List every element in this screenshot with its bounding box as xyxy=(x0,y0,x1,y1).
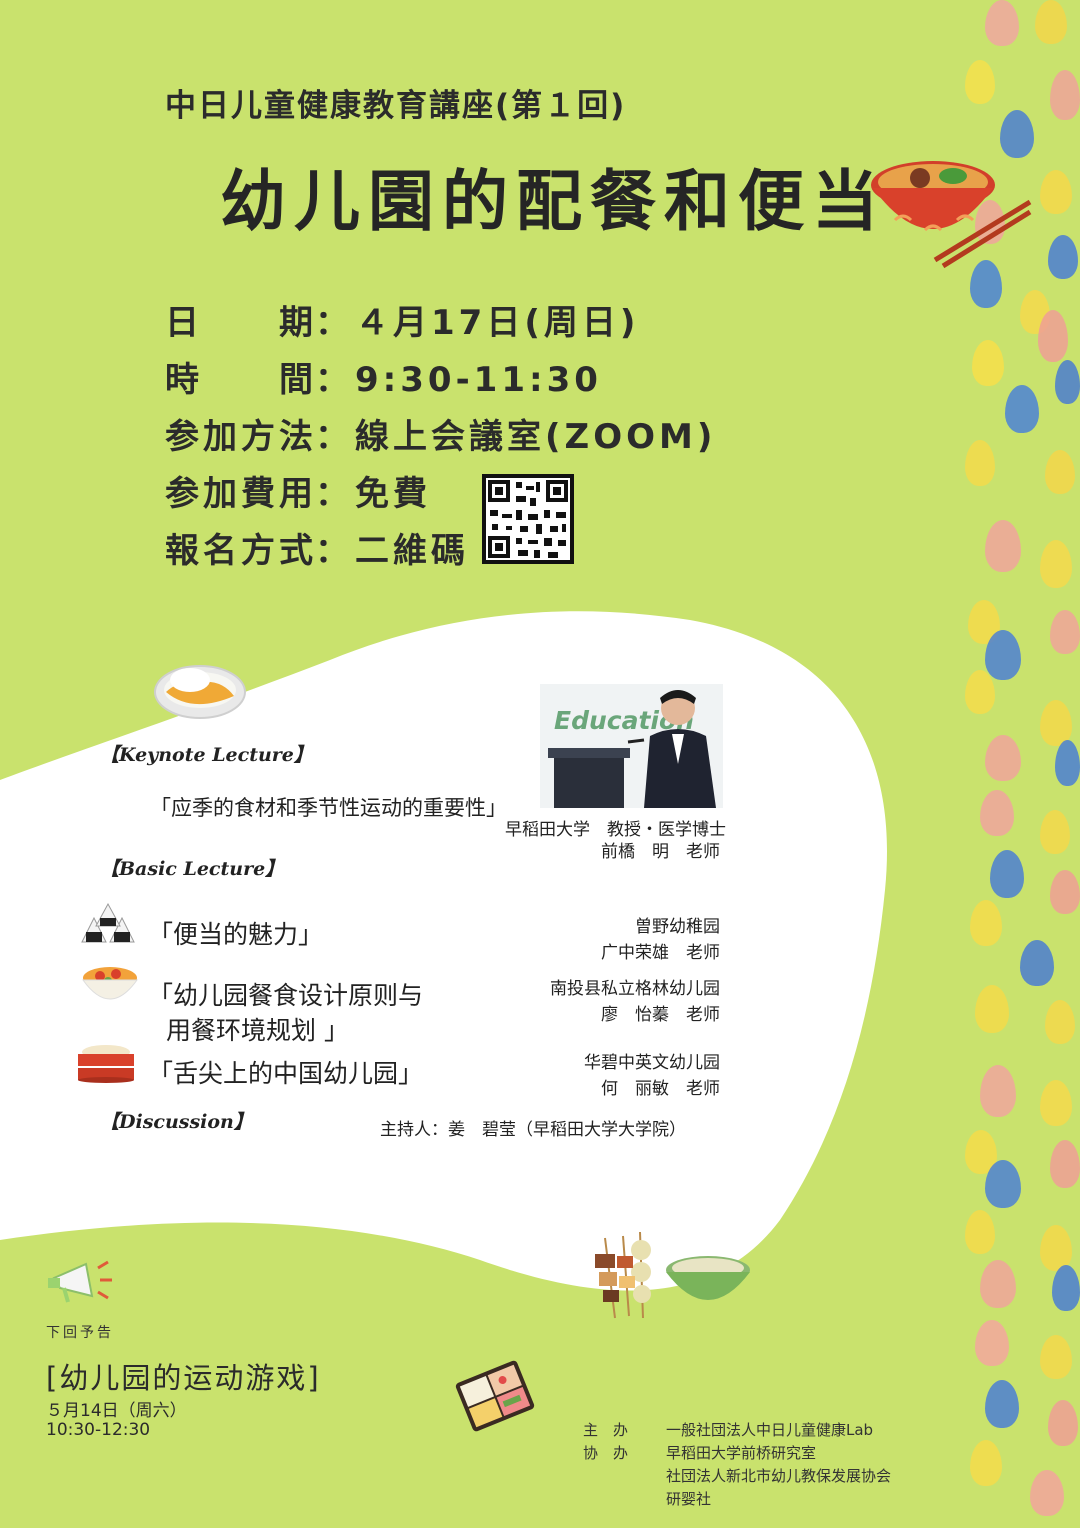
info-register-value: 二維碼 xyxy=(355,531,469,571)
info-method-value: 線上会議室(ZOOM) xyxy=(355,417,717,457)
info-date-value: ４月17日(周日) xyxy=(355,303,640,343)
co-host-2: 社団法人新北市幼儿教保发展协会 xyxy=(666,1467,892,1485)
keynote-title: 「应季的食材和季节性运动的重要性」 xyxy=(150,796,507,820)
bento-box-icon xyxy=(455,1360,535,1432)
discussion-moderator: 主持人：姜 碧莹（早稻田大学大学院） xyxy=(380,1120,686,1140)
next-time: 10:30-12:30 xyxy=(46,1420,151,1440)
info-register-label: 報名方式 xyxy=(165,531,317,571)
skewers-and-soup-icon xyxy=(595,1231,750,1319)
rice-bowl-icon xyxy=(82,967,138,1000)
info-method-label: 参加方法 xyxy=(165,417,317,457)
rice-plate-icon xyxy=(154,665,246,719)
basic-3-title: 「舌尖上的中国幼儿园」 xyxy=(148,1059,424,1088)
next-title: [幼儿园的运动游戏] xyxy=(46,1361,321,1395)
onigiri-icon xyxy=(81,902,135,943)
series-title: 中日儿童健康教育講座(第１回) xyxy=(165,88,627,124)
info-method: 参加方法：線上会議室(ZOOM) xyxy=(165,409,716,458)
megaphone-icon xyxy=(48,1260,112,1303)
info-fee-label: 参加費用 xyxy=(165,474,317,514)
co-host-label: 协 办 xyxy=(583,1444,629,1462)
basic-heading: 【Basic Lecture】 xyxy=(100,858,285,880)
info-time-label: 時 間 xyxy=(165,360,317,400)
basic-1-affiliation: 曽野幼稚园 xyxy=(635,917,720,937)
noodle-bowl-icon xyxy=(871,161,1032,269)
basic-2-speaker: 廖 怡蓁 老师 xyxy=(601,1005,720,1025)
basic-3-affiliation: 华碧中英文幼儿园 xyxy=(584,1053,720,1073)
info-time-value: 9:30-11:30 xyxy=(355,360,602,400)
discussion-heading: 【Discussion】 xyxy=(100,1111,253,1133)
keynote-heading: 【Keynote Lecture】 xyxy=(100,744,313,766)
dim-sum-steamer-icon xyxy=(78,1045,134,1083)
keynote-affiliation: 早稻田大学 教授・医学博士 xyxy=(505,820,726,840)
basic-2-title-line2: 用餐环境规划 」 xyxy=(166,1016,349,1045)
host-label: 主 办 xyxy=(583,1421,629,1439)
info-date-label: 日 期 xyxy=(165,303,317,343)
info-fee: 参加費用：免費 xyxy=(165,466,431,515)
host-name: 一般社団法人中日儿童健康Lab xyxy=(666,1421,874,1439)
info-fee-value: 免費 xyxy=(355,474,431,514)
co-host-3: 研婴社 xyxy=(666,1490,712,1508)
speaker-figure-icon xyxy=(548,690,716,808)
keynote-speaker-photo: Education xyxy=(540,684,723,808)
basic-3-speaker: 何 丽敏 老师 xyxy=(601,1079,720,1099)
main-title: 幼儿園的配餐和便当 xyxy=(220,163,886,240)
basic-1-title: 「便当的魅力」 xyxy=(148,920,324,949)
registration-qr-code[interactable] xyxy=(482,474,574,564)
next-date: ５月14日（周六） xyxy=(46,1401,187,1421)
info-date: 日 期：４月17日(周日) xyxy=(165,295,639,344)
basic-2-affiliation: 南投县私立格林幼儿园 xyxy=(550,979,720,999)
co-host-1: 早稻田大学前桥研究室 xyxy=(666,1444,817,1462)
keynote-speaker: 前橋 明 老师 xyxy=(601,842,720,862)
info-time: 時 間：9:30-11:30 xyxy=(165,352,602,401)
basic-1-speaker: 广中荣雄 老师 xyxy=(601,943,720,963)
basic-2-title-line1: 「幼儿园餐食设计原则与 xyxy=(148,981,424,1010)
next-label: 下回予告 xyxy=(46,1325,114,1341)
info-register: 報名方式：二維碼 xyxy=(165,523,469,572)
